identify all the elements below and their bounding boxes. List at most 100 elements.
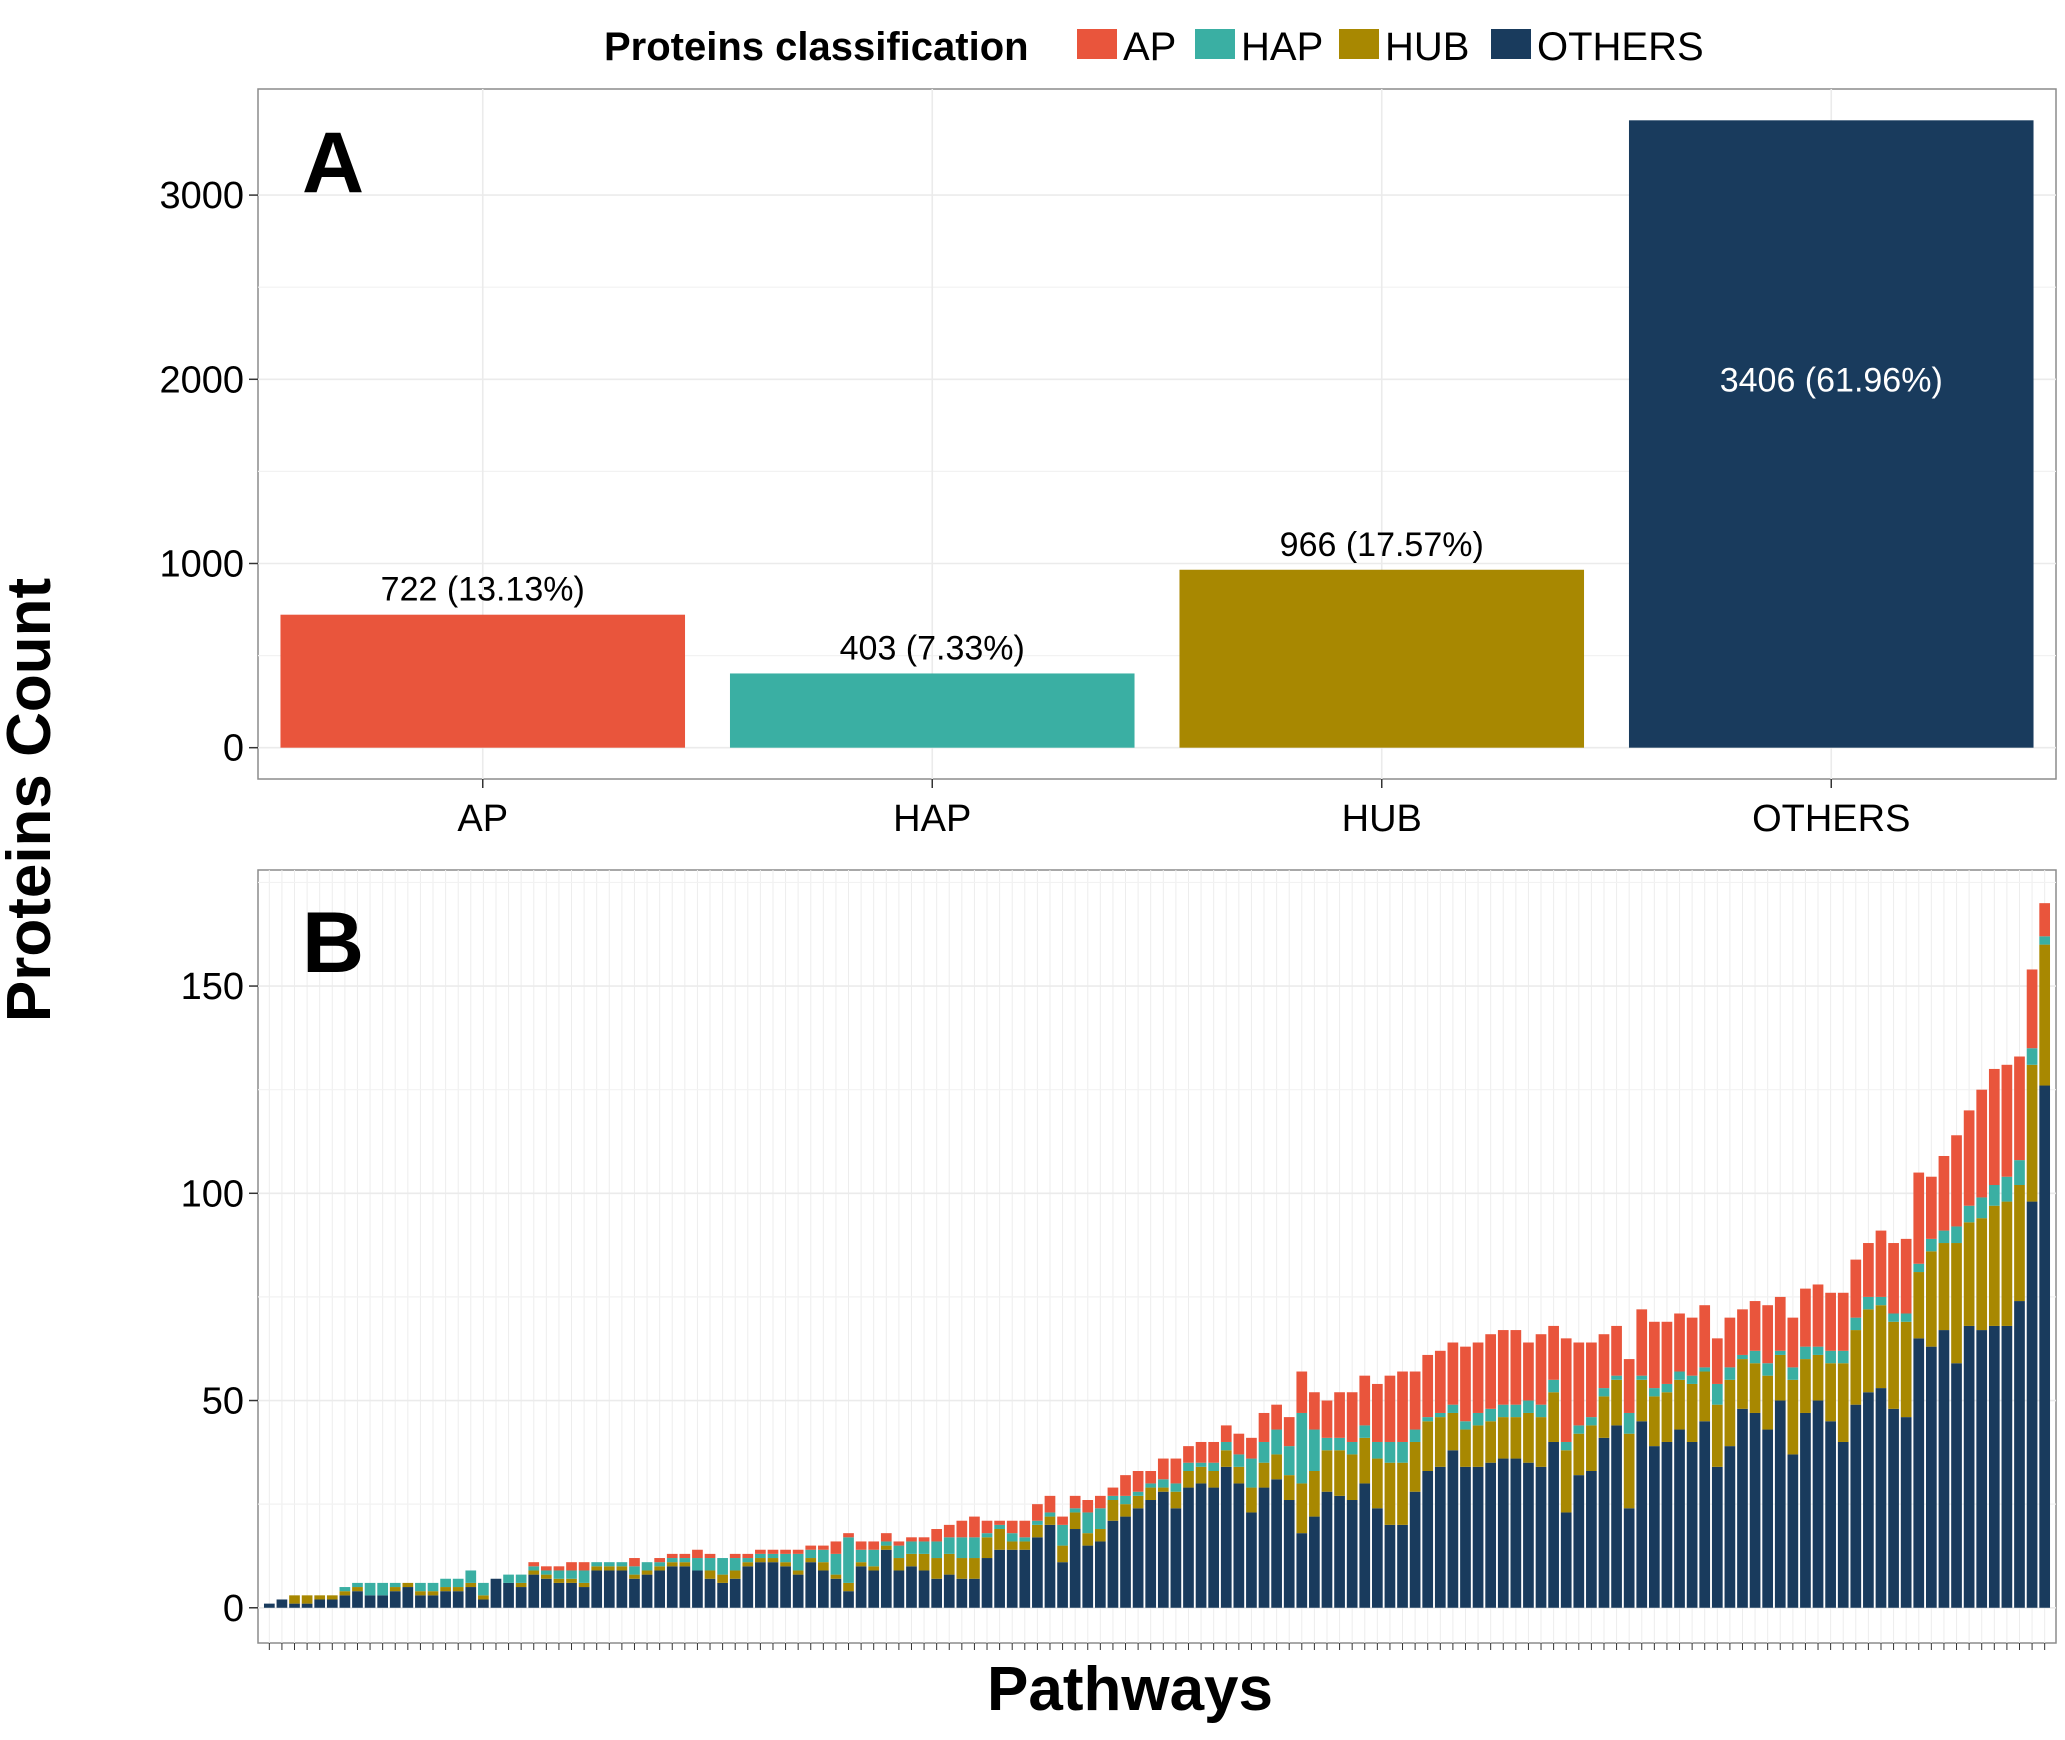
bar-segment-ap bbox=[1145, 1470, 1157, 1484]
bar-segment-hub bbox=[1548, 1392, 1559, 1442]
bar-segment-hub bbox=[1006, 1541, 1018, 1550]
bar-segment-ap bbox=[1120, 1475, 1131, 1496]
bar-segment-hub bbox=[1019, 1541, 1031, 1550]
bar-segment-ap bbox=[767, 1549, 779, 1554]
bar-segment-hub bbox=[2026, 1064, 2038, 1202]
bar-segment-hap bbox=[1951, 1226, 1962, 1244]
bar-segment-hub bbox=[1951, 1243, 1962, 1364]
bar-segment-hap bbox=[1900, 1313, 1912, 1322]
bar-segment-ap bbox=[666, 1553, 678, 1559]
y-tick-label: 2000 bbox=[159, 359, 244, 401]
bar-segment-hap bbox=[1057, 1524, 1068, 1546]
bar-segment-ap bbox=[578, 1562, 590, 1571]
bar-segment-hub bbox=[1661, 1392, 1673, 1442]
bar-segment-hap bbox=[440, 1578, 451, 1588]
bar-segment-others bbox=[1258, 1487, 1270, 1608]
bar-segment-others bbox=[1762, 1429, 1774, 1608]
bar-segment-hub bbox=[1737, 1359, 1748, 1409]
bar-segment-hub bbox=[427, 1591, 439, 1596]
bar-segment-hub bbox=[956, 1558, 968, 1579]
bar-segment-hap bbox=[1460, 1421, 1471, 1430]
bar-segment-hap bbox=[1611, 1375, 1622, 1380]
bar-segment-hub bbox=[2014, 1185, 2025, 1302]
bar-segment-ap bbox=[1283, 1417, 1295, 1447]
bar-segment-ap bbox=[1598, 1334, 1610, 1389]
bar-segment-others bbox=[566, 1582, 577, 1608]
bar-segment-ap bbox=[1384, 1375, 1396, 1442]
bar-segment-ap bbox=[1006, 1520, 1018, 1534]
bar-segment-others bbox=[1900, 1417, 1912, 1608]
bar-segment-others bbox=[1711, 1466, 1723, 1608]
bar-segment-hub bbox=[352, 1587, 363, 1592]
bar-segment-hub bbox=[1711, 1404, 1723, 1467]
bar-segment-ap bbox=[1397, 1371, 1408, 1442]
bar-segment-hap bbox=[1371, 1441, 1383, 1459]
legend-label-others: OTHERS bbox=[1537, 25, 1704, 69]
bar-segment-ap bbox=[792, 1549, 804, 1554]
bar-segment-ap bbox=[1195, 1441, 1207, 1463]
bar-segment-ap bbox=[704, 1553, 716, 1559]
bar-segment-hub bbox=[339, 1591, 351, 1596]
bar-segment-hap bbox=[893, 1545, 905, 1559]
bar-segment-hub bbox=[906, 1553, 917, 1567]
bar-segment-hub bbox=[817, 1562, 829, 1571]
bar-segment-hap bbox=[2026, 1048, 2038, 1065]
bar-segment-others bbox=[616, 1570, 628, 1608]
bar-segment-ap bbox=[1132, 1470, 1144, 1492]
bar-segment-hap bbox=[1888, 1313, 1899, 1322]
bar-segment-hub bbox=[1120, 1504, 1131, 1517]
bar-segment-others bbox=[389, 1591, 401, 1608]
bar-segment-hub bbox=[326, 1595, 338, 1600]
bar-segment-ap bbox=[1888, 1243, 1899, 1314]
bar-segment-hub bbox=[1359, 1437, 1371, 1484]
bar-segment-others bbox=[1850, 1404, 1862, 1608]
bar-segment-ap bbox=[1636, 1309, 1648, 1376]
bar-segment-hap bbox=[805, 1549, 817, 1559]
bar-segment-hub bbox=[1082, 1533, 1094, 1546]
bar-segment-others bbox=[2014, 1301, 2025, 1608]
legend-swatch-hub bbox=[1339, 29, 1379, 59]
panel-a: 722 (13.13%) 403 (7.33%) 966 (17.57%) 3406 … bbox=[159, 88, 2057, 840]
bar-segment-ap bbox=[1724, 1317, 1736, 1368]
bar-segment-others bbox=[1321, 1491, 1333, 1608]
bar-segment-hub bbox=[1724, 1379, 1736, 1447]
legend-swatch-others bbox=[1491, 29, 1531, 59]
bar-segment-ap bbox=[1082, 1500, 1094, 1513]
bar-segment-hap bbox=[2039, 936, 2051, 945]
bar-segment-others bbox=[1006, 1549, 1018, 1608]
bar-segment-others bbox=[1107, 1520, 1119, 1608]
bar-segment-others bbox=[931, 1578, 943, 1608]
bar-segment-others bbox=[578, 1587, 590, 1608]
bar-segment-others bbox=[1334, 1495, 1345, 1608]
bar-segment-others bbox=[1434, 1466, 1446, 1608]
bar-segment-hap bbox=[1334, 1437, 1345, 1451]
bar-segment-hub bbox=[1925, 1251, 1937, 1347]
panel-b: 0 50 100 150 B bbox=[181, 869, 2057, 1650]
bar-segment-hub bbox=[1057, 1545, 1068, 1563]
bar-segment-hap bbox=[1648, 1388, 1660, 1397]
bar-segment-hub bbox=[981, 1537, 993, 1559]
bar-segment-ap bbox=[1648, 1321, 1660, 1389]
bar-segment-hub bbox=[1774, 1354, 1786, 1401]
bar-segment-hub bbox=[1598, 1396, 1610, 1438]
bar-segment-ap bbox=[843, 1533, 854, 1538]
bar-segment-hub bbox=[540, 1574, 552, 1579]
bar-segment-hub bbox=[1573, 1433, 1585, 1476]
bar-segment-ap bbox=[654, 1558, 666, 1563]
bar-segment-hap bbox=[1271, 1429, 1282, 1455]
bar-segment-hub bbox=[1346, 1454, 1358, 1501]
bar-segment-others bbox=[490, 1578, 502, 1608]
bar-segment-others bbox=[780, 1566, 791, 1608]
bar-segment-ap bbox=[868, 1541, 880, 1550]
bar-segment-others bbox=[1586, 1470, 1597, 1608]
bar-segment-hub bbox=[666, 1562, 678, 1567]
bar-segment-ap bbox=[1913, 1172, 1925, 1264]
bar-segment-hub bbox=[1586, 1425, 1597, 1471]
bar-segment-others bbox=[1623, 1508, 1635, 1608]
bar-segment-ap bbox=[1800, 1288, 1811, 1347]
legend-label-hub: HUB bbox=[1385, 25, 1469, 69]
bar-segment-hap bbox=[1044, 1512, 1056, 1517]
bar-others bbox=[1628, 120, 2034, 748]
bar-segment-others bbox=[1548, 1441, 1559, 1608]
bar-segment-ap bbox=[855, 1541, 867, 1550]
